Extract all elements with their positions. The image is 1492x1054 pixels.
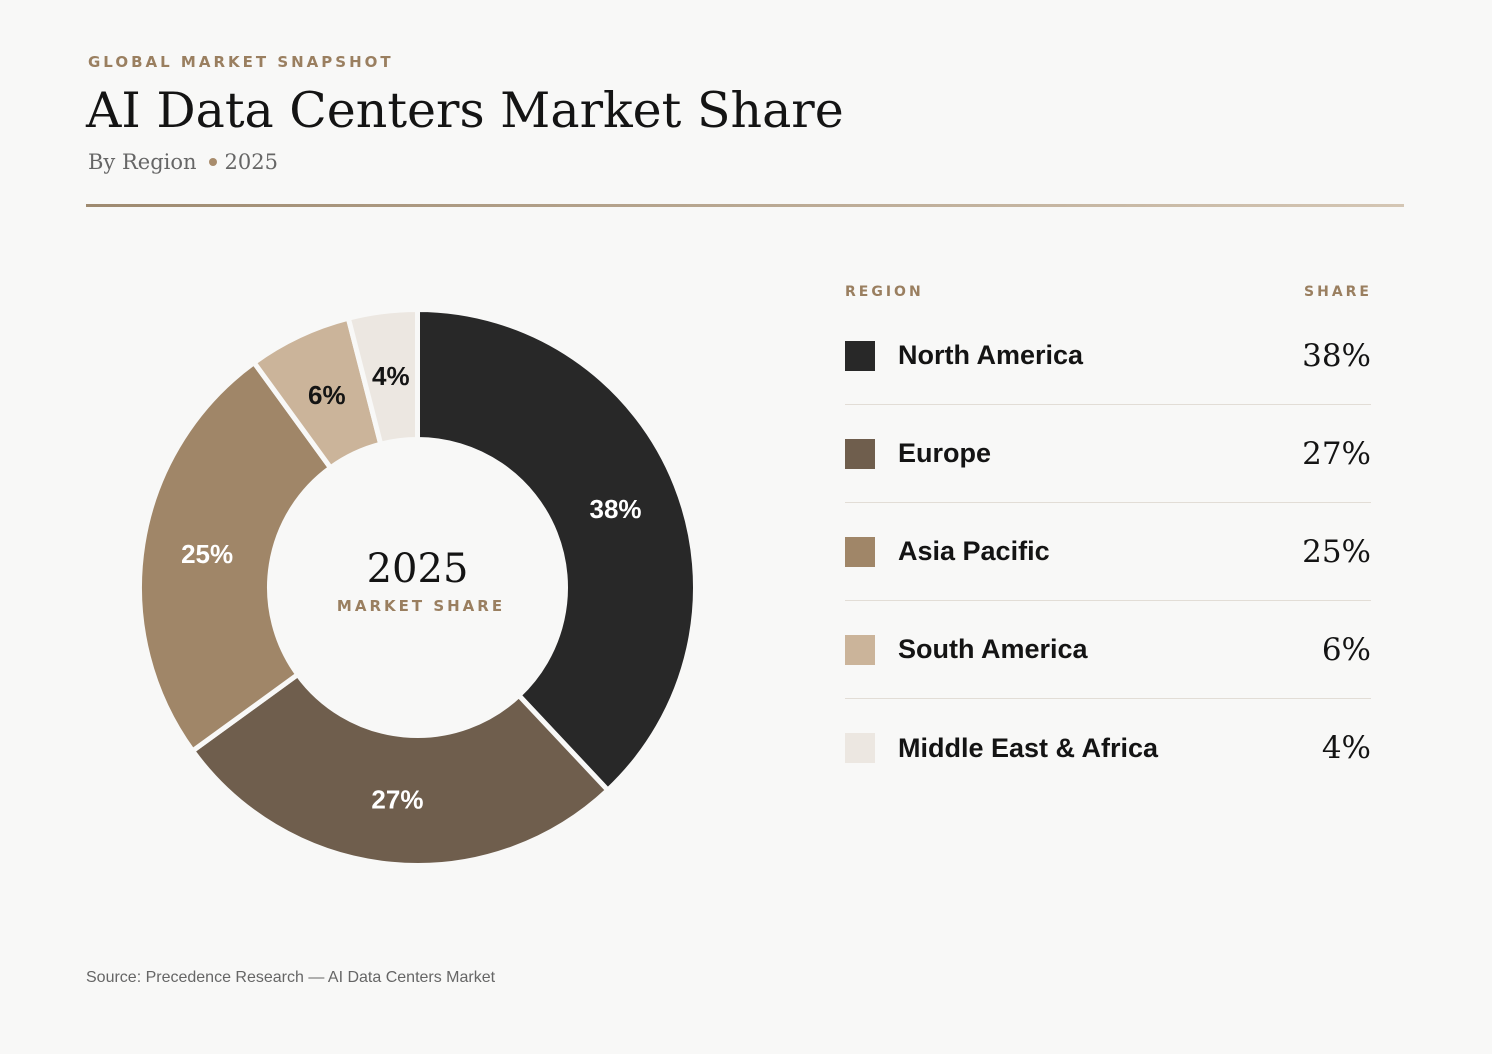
subtitle-dot (208, 157, 217, 166)
donut-center-year: 2025 (367, 546, 469, 592)
legend-region-name: Europe (898, 438, 992, 468)
subtitle-region: By Region (88, 150, 197, 174)
legend-row-europe: Europe 27% (845, 405, 1371, 503)
legend-region-share: 25% (1302, 533, 1371, 570)
legend-region-share: 27% (1302, 435, 1371, 472)
legend-region-name: North America (898, 340, 1084, 370)
eyebrow-label: GLOBAL MARKET SNAPSHOT (88, 53, 394, 71)
donut-label-middle-east-africa: 4% (372, 361, 410, 391)
legend-row-asia-pacific: Asia Pacific 25% (845, 503, 1371, 601)
donut-label-asia-pacific: 25% (181, 539, 233, 569)
legend-swatch (845, 536, 875, 567)
legend-swatch (845, 340, 875, 371)
donut-label-north-america: 38% (590, 494, 642, 524)
legend-share-header: SHARE (1304, 284, 1372, 300)
legend-row-middle-east-africa: Middle East & Africa 4% (845, 699, 1371, 797)
page-subtitle: By Region 2025 (88, 150, 278, 174)
legend-row-north-america: North America 38% (845, 307, 1371, 405)
donut-slice-europe (190, 671, 611, 868)
header-divider (86, 204, 1404, 207)
donut-label-europe: 27% (371, 785, 423, 815)
donut-slice-asia-pacific (137, 360, 334, 754)
legend-region-name: Asia Pacific (898, 536, 1050, 566)
page-title: AI Data Centers Market Share (86, 82, 844, 139)
legend-region-share: 4% (1321, 730, 1371, 766)
source-note: Source: Precedence Research — AI Data Ce… (86, 969, 496, 986)
legend-table: North America 38% Europe 27% Asia Pacifi… (845, 307, 1371, 797)
donut-slice-labels: 38% 27% 25% 6% 4% (181, 361, 641, 814)
donut-label-south-america: 6% (308, 380, 346, 410)
legend-region-share: 38% (1302, 337, 1371, 374)
legend-region-header: REGION (845, 284, 924, 300)
donut-chart: 38% 27% 25% 6% 4% 2025 MARKET SHARE (137, 307, 698, 868)
donut-slices (137, 307, 698, 868)
donut-slice-middle-east-africa (345, 307, 420, 447)
legend-region-name: Middle East & Africa (898, 732, 1159, 763)
donut-center-caption: MARKET SHARE (337, 597, 505, 615)
legend-swatch (845, 733, 875, 763)
subtitle-year: 2025 (224, 150, 278, 174)
legend-region-share: 6% (1321, 631, 1371, 668)
legend-row-south-america: South America 6% (845, 601, 1371, 699)
legend-swatch (845, 634, 875, 665)
legend-region-name: South America (898, 634, 1088, 664)
legend-swatch (845, 438, 875, 469)
donut-slice-north-america (415, 307, 698, 793)
